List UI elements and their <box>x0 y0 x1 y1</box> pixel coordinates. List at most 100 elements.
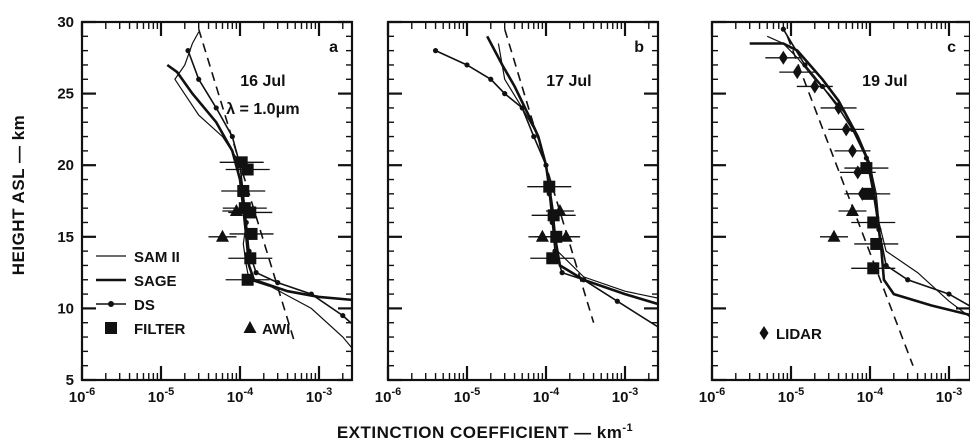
series-reference-dashed-line <box>197 28 296 345</box>
panel-letter: b <box>634 39 644 56</box>
x-tick-label: 10-3 <box>306 386 332 406</box>
series-ds-point <box>502 91 508 97</box>
series-ds-point <box>340 312 346 319</box>
series-awi-point <box>845 204 859 217</box>
x-tick-label-base: 10 <box>306 389 323 406</box>
panel-date-label: 16 Jul <box>240 73 285 90</box>
series-ds-point <box>432 48 439 54</box>
legend-label-sage: SAGE <box>134 273 177 290</box>
x-axis-title: EXTINCTION COEFFICIENT — km-1 <box>337 422 633 442</box>
panel-letter: a <box>329 39 338 56</box>
series-awi-point <box>535 229 549 242</box>
x-tick-label-exponent: -3 <box>952 386 962 398</box>
panel-data <box>166 28 369 350</box>
x-tick-label-base: 10 <box>699 389 716 406</box>
series-ds-point <box>364 334 369 339</box>
x-tick-label-exponent: -3 <box>628 386 638 398</box>
y-tick-label: 25 <box>57 86 74 103</box>
x-tick-label-exponent: -4 <box>549 386 560 398</box>
series-awi-point <box>559 229 573 242</box>
x-tick-label: 10-6 <box>699 386 725 406</box>
x-tick-label-base: 10 <box>454 389 471 406</box>
series-ds-point <box>905 277 911 283</box>
legend-symbol-ds-dot <box>108 301 114 307</box>
panel-frame <box>386 20 660 382</box>
series-ds-point <box>780 26 786 32</box>
x-tick-label-exponent: -6 <box>85 386 95 398</box>
x-tick-label: 10-4 <box>857 386 884 406</box>
panel-frame <box>80 20 354 382</box>
series-filter-point <box>237 184 250 197</box>
series-filter-point <box>867 216 880 229</box>
x-tick-label: 10-4 <box>227 386 254 406</box>
series-lidar-point <box>810 79 820 94</box>
x-tick-label: 10-6 <box>375 386 401 406</box>
series-ds-point <box>660 327 665 332</box>
series-filter-point <box>860 162 873 175</box>
legend-symbol-awi <box>243 321 257 333</box>
y-axis-title: HEIGHT ASL — km <box>9 115 28 276</box>
x-tick-label: 10-3 <box>612 386 638 406</box>
series-ds-point <box>946 291 952 297</box>
x-tick-label-exponent: -3 <box>322 386 332 398</box>
x-axis-title-superscript: -1 <box>622 422 633 434</box>
y-tick-label: 15 <box>57 229 74 246</box>
x-tick-label-base: 10 <box>533 389 550 406</box>
series-reference-dashed-line <box>786 36 914 366</box>
series-ds-point <box>559 270 565 276</box>
series-ds-line <box>782 28 970 307</box>
x-tick-label: 10-5 <box>148 386 174 406</box>
x-tick-label-base: 10 <box>612 389 629 406</box>
series-filter-point <box>244 252 257 265</box>
y-tick-label: 10 <box>57 300 74 317</box>
x-tick-label-base: 10 <box>227 389 244 406</box>
series-lidar-point <box>834 100 844 115</box>
series-ds-point <box>883 262 889 269</box>
series-ds-point <box>308 291 314 297</box>
x-axis-title-text: EXTINCTION COEFFICIENT — km <box>337 423 623 442</box>
series-ds-point <box>614 298 620 304</box>
x-tick-label-exponent: -6 <box>391 386 401 398</box>
x-tick-label: 10-5 <box>778 386 804 406</box>
panel-data <box>432 28 665 332</box>
series-ds-point <box>196 76 202 82</box>
panel-frame <box>710 20 970 382</box>
x-tick-label-exponent: -5 <box>470 386 480 398</box>
series-filter-point <box>244 206 257 219</box>
x-tick-label-base: 10 <box>936 389 953 406</box>
series-filter-point <box>543 180 556 193</box>
x-tick-label: 10-6 <box>69 386 95 406</box>
x-tick-label-base: 10 <box>778 389 795 406</box>
y-tick-label: 5 <box>66 372 74 389</box>
x-tick-label: 10-4 <box>533 386 560 406</box>
series-filter-point <box>867 262 880 275</box>
series-reference-dashed-line <box>503 28 595 323</box>
panel-data <box>749 26 970 366</box>
series-filter-point <box>245 227 258 240</box>
y-tick-label: 30 <box>57 14 74 31</box>
legend-label-ds: DS <box>134 297 155 314</box>
legend-label-lidar: LIDAR <box>776 326 822 343</box>
x-tick-label-base: 10 <box>857 389 874 406</box>
x-tick-label-exponent: -6 <box>715 386 725 398</box>
series-ds-point <box>863 155 869 161</box>
series-lidar-point <box>853 165 863 180</box>
series-filter-point <box>546 252 559 265</box>
panel-letter: c <box>947 39 956 56</box>
x-tick-label-exponent: -4 <box>873 386 884 398</box>
series-awi-point <box>215 229 229 242</box>
series-lidar-point <box>778 50 788 65</box>
series-ds-point <box>243 219 249 226</box>
series-awi-point <box>553 204 567 217</box>
series-ds-point <box>213 105 219 111</box>
panel-date-label: 17 Jul <box>546 73 591 90</box>
x-tick-label-exponent: -5 <box>164 386 174 398</box>
series-lidar-point <box>857 186 867 201</box>
legend-symbol-filter <box>105 322 117 334</box>
legend-label-awi: AWI <box>262 321 290 338</box>
x-tick-label-base: 10 <box>375 389 392 406</box>
